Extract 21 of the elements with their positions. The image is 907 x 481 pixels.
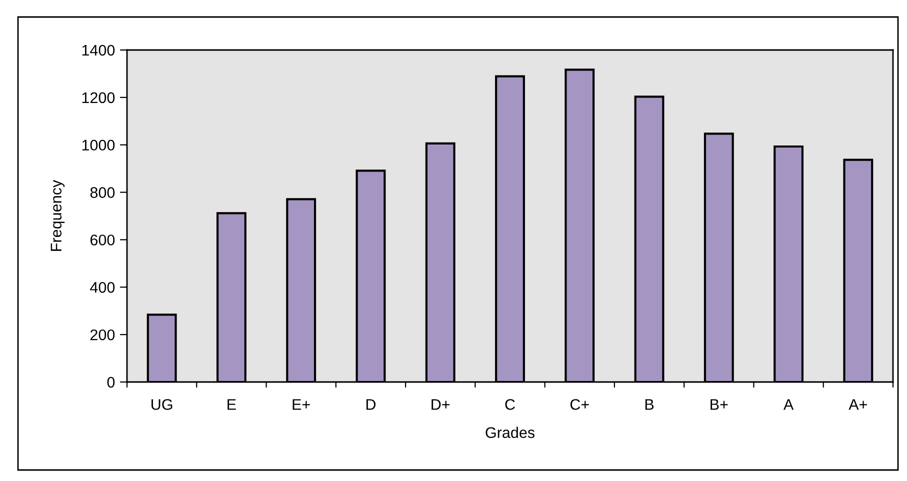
y-tick-label: 1200 [82, 92, 115, 104]
y-tick-label: 400 [90, 282, 115, 293]
x-axis-title: Grades [486, 426, 534, 438]
x-tick-label: A+ [848, 399, 867, 410]
y-tick-label: 0 [107, 376, 115, 388]
x-tick-label: D [366, 399, 376, 410]
x-tick-label: E+ [292, 399, 310, 410]
y-tick-label: 200 [90, 329, 115, 340]
y-tick-label: 800 [90, 187, 115, 198]
x-tick-label: D+ [432, 399, 450, 410]
x-tick-label: C+ [570, 399, 589, 410]
x-tick-label: A [783, 399, 794, 410]
x-tick-label: E [228, 399, 236, 410]
y-axis-title: Frequency [50, 180, 65, 251]
x-tick-label: C [505, 399, 515, 410]
y-tick-label: 1000 [82, 140, 115, 151]
x-tick-label: B [645, 399, 654, 410]
y-tick-label: 1400 [82, 44, 115, 56]
y-tick-label: 600 [90, 234, 115, 246]
x-tick-label: UG [152, 399, 172, 410]
x-tick-label: B+ [710, 399, 728, 410]
